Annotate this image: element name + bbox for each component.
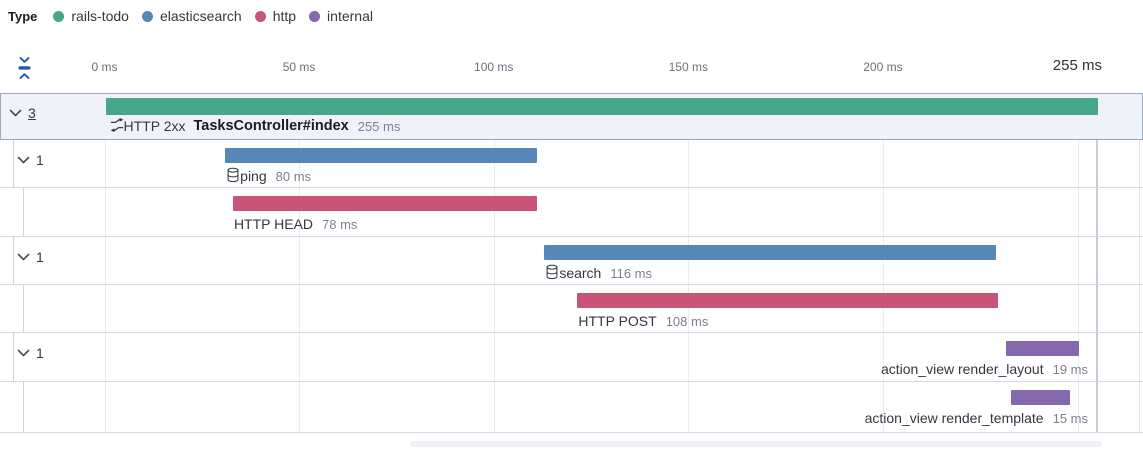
span-bar-span-http-head[interactable]	[232, 196, 537, 211]
tree-connector	[13, 333, 14, 381]
span-name: action_view render_layout	[880, 361, 1044, 377]
merge-icon	[110, 117, 124, 136]
legend-item-label: http	[272, 8, 297, 24]
legend-item-label: rails-todo	[71, 8, 129, 24]
span-result-prefix: HTTP 2xx	[123, 118, 186, 134]
chevron-down-icon	[17, 156, 30, 164]
span-label-span-http-head: HTTP HEAD 78 ms	[234, 214, 358, 234]
child-count: 1	[36, 249, 44, 265]
legend-title: Type	[8, 8, 38, 24]
legend-dot-icon	[254, 10, 266, 22]
legend-dot-icon	[53, 10, 65, 22]
gridline	[688, 93, 690, 433]
span-label-span-http-post: HTTP POST 108 ms	[578, 311, 708, 331]
type-legend: Type rails-todo elasticsearch http internal	[8, 8, 373, 24]
waterfall-row-span-http-head: HTTP HEAD 78 ms	[0, 188, 1143, 237]
legend-dot-icon	[309, 10, 321, 22]
span-duration: 116 ms	[610, 265, 653, 281]
waterfall-row-span-render-template: action_view render_template 15 ms	[0, 382, 1143, 433]
fold-icon	[16, 56, 33, 83]
chevron-down-icon	[9, 109, 22, 117]
legend-item-elasticsearch: elasticsearch	[141, 8, 242, 24]
span-duration: 15 ms	[1052, 410, 1088, 426]
expand-toggle-span-search[interactable]: 1	[17, 250, 44, 264]
gridline	[104, 93, 106, 433]
span-duration: 78 ms	[322, 216, 358, 232]
span-name: search	[559, 265, 602, 281]
axis-tick-label: 50 ms	[282, 60, 316, 74]
horizontal-scrollbar[interactable]	[410, 441, 1102, 447]
span-label-transaction: HTTP 2xx TasksController#index 255 ms	[110, 116, 401, 136]
axis-end-label: 255 ms	[1052, 57, 1102, 74]
span-bar-span-render-template[interactable]	[1011, 390, 1070, 405]
expand-toggle-span-ping[interactable]: 1	[17, 153, 44, 167]
chart-right-edge	[1139, 93, 1140, 433]
tree-connector	[22, 382, 24, 432]
axis-tick-label: 100 ms	[474, 60, 514, 74]
chevron-down-icon	[17, 253, 30, 261]
database-icon	[226, 167, 240, 186]
child-count: 1	[36, 152, 44, 168]
collapse-all-button[interactable]	[11, 54, 37, 84]
legend-item-http: http	[254, 8, 297, 24]
tree-connector	[22, 285, 24, 332]
span-bar-span-ping[interactable]	[225, 148, 537, 163]
span-bar-span-search[interactable]	[544, 245, 996, 260]
expand-toggle-transaction[interactable]: 3	[9, 106, 36, 120]
span-duration: 255 ms	[357, 118, 401, 134]
span-bar-span-http-post[interactable]	[577, 293, 998, 308]
database-icon	[545, 264, 559, 283]
span-label-span-render-layout: action_view render_layout 19 ms	[881, 359, 1088, 379]
span-label-span-render-template: action_view render_template 15 ms	[865, 408, 1088, 428]
tree-connector	[22, 188, 24, 236]
legend-item-internal: internal	[309, 8, 373, 24]
legend-item-label: internal	[327, 8, 373, 24]
waterfall-row-transaction: 3 HTTP 2xx TasksController#index 255 ms	[0, 93, 1143, 140]
gridline	[882, 93, 884, 433]
gridline	[493, 93, 495, 433]
span-name: TasksController#index	[193, 118, 349, 134]
tree-connector	[13, 140, 14, 187]
trace-end-line	[1096, 140, 1098, 433]
legend-dot-icon	[141, 10, 153, 22]
legend-item-label: elasticsearch	[159, 8, 242, 24]
child-count: 1	[36, 345, 44, 361]
span-duration: 19 ms	[1052, 361, 1088, 377]
legend-item-rails-todo: rails-todo	[53, 8, 129, 24]
span-name: ping	[240, 168, 267, 184]
waterfall-chart: 3 HTTP 2xx TasksController#index 255 ms 1 pin…	[0, 93, 1143, 433]
span-duration: 80 ms	[275, 168, 312, 184]
span-bar-span-render-layout[interactable]	[1005, 341, 1080, 356]
axis-tick-label: 150 ms	[668, 60, 708, 74]
chevron-down-icon	[17, 349, 30, 357]
tree-connector	[13, 237, 14, 284]
expand-toggle-span-render-layout[interactable]: 1	[17, 346, 44, 360]
waterfall-row-span-http-post: HTTP POST 108 ms	[0, 285, 1143, 333]
gridline	[1077, 93, 1079, 433]
axis-tick-label: 200 ms	[863, 60, 903, 74]
axis-tick-label: 0 ms	[91, 60, 118, 74]
span-label-span-search: search 116 ms	[545, 263, 652, 283]
gridline	[299, 93, 301, 433]
span-name: HTTP HEAD	[233, 216, 314, 232]
waterfall-row-span-render-layout: 1 action_view render_layout 19 ms	[0, 333, 1143, 382]
span-label-span-ping: ping 80 ms	[226, 166, 311, 186]
waterfall-row-span-search: 1 search 116 ms	[0, 237, 1143, 285]
span-duration: 108 ms	[665, 313, 709, 329]
waterfall-row-span-ping: 1 ping 80 ms	[0, 140, 1143, 188]
span-name: action_view render_template	[864, 410, 1044, 426]
child-count: 3	[28, 105, 36, 121]
span-bar-transaction[interactable]	[105, 98, 1098, 115]
span-name: HTTP POST	[578, 313, 657, 329]
